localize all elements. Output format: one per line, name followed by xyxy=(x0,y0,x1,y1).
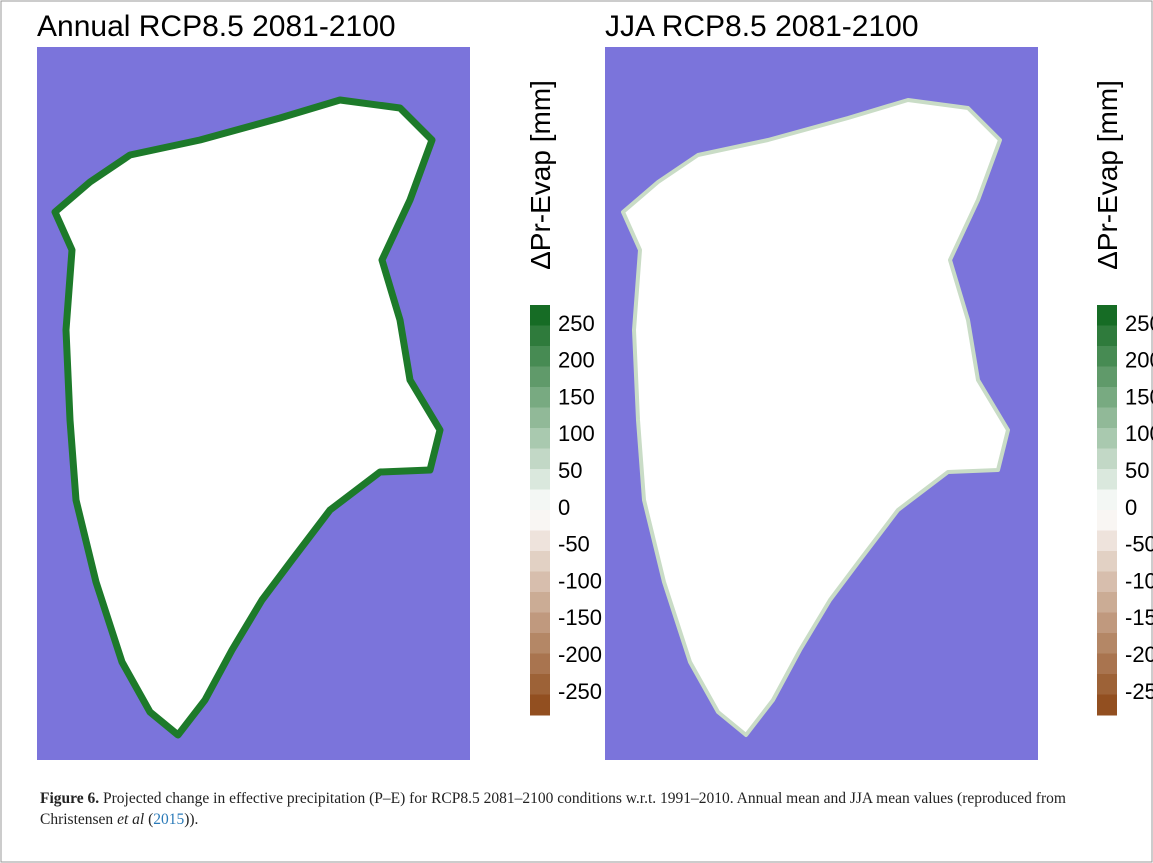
colorbar-tick-label: -250 xyxy=(558,679,602,704)
colorbar-segment xyxy=(530,674,550,695)
colorbar-segment xyxy=(1097,407,1117,429)
colorbar-tick-label: 150 xyxy=(558,384,595,409)
colorbar-tick-label: -100 xyxy=(558,568,602,593)
colorbar-segment xyxy=(1097,592,1117,613)
colorbar-tick-label: 50 xyxy=(558,458,582,483)
caption: Figure 6. Projected change in effective … xyxy=(40,788,1115,830)
colorbar-segment xyxy=(530,510,550,531)
colorbar-tick-label: 250 xyxy=(558,311,595,336)
colorbar-segment xyxy=(530,530,550,552)
colorbar-tick-label: -150 xyxy=(1125,605,1153,630)
colorbar-segment xyxy=(530,592,550,613)
colorbar-segment xyxy=(530,694,550,716)
colorbar-segment xyxy=(530,325,550,347)
colorbar-segment xyxy=(530,387,550,408)
colorbar-segment xyxy=(1097,469,1117,490)
colorbar-segment xyxy=(1097,428,1117,449)
colorbar-tick-label: -50 xyxy=(1125,532,1153,557)
colorbar-segment xyxy=(1097,612,1117,634)
colorbar-tick-label: -200 xyxy=(1125,642,1153,667)
colorbar-segment xyxy=(530,489,550,511)
colorbar-segment xyxy=(530,448,550,470)
colorbar-segment xyxy=(1097,551,1117,572)
map-land xyxy=(51,96,444,739)
colorbar-segment xyxy=(530,428,550,449)
colorbar-tick-label: -150 xyxy=(558,605,602,630)
colorbar-segment xyxy=(1097,305,1117,326)
map-land xyxy=(621,98,1010,737)
colorbar-segment xyxy=(1097,571,1117,593)
colorbar-segment xyxy=(1097,510,1117,531)
colorbar-tick-label: -100 xyxy=(1125,568,1153,593)
colorbar-segment xyxy=(1097,325,1117,347)
caption-etal: et al xyxy=(117,811,145,828)
colorbar-segment xyxy=(530,633,550,654)
colorbar-segment xyxy=(530,612,550,634)
caption-open: ( xyxy=(148,811,154,828)
colorbar-tick-label: 200 xyxy=(558,348,595,373)
colorbar-label: ΔPr-Evap [mm] xyxy=(525,80,556,270)
colorbar-segment xyxy=(1097,448,1117,470)
caption-label: Figure 6. xyxy=(40,790,100,807)
colorbar-segment xyxy=(1097,674,1117,695)
colorbar-segment xyxy=(1097,489,1117,511)
colorbar-segment xyxy=(530,305,550,326)
colorbar-tick-label: 100 xyxy=(1125,421,1153,446)
colorbar-tick-label: 150 xyxy=(1125,384,1153,409)
caption-close: )). xyxy=(184,811,199,828)
colorbar-segment xyxy=(1097,366,1117,388)
colorbar-segment xyxy=(530,346,550,367)
colorbar-tick-label: 0 xyxy=(1125,495,1137,520)
colorbar-segment xyxy=(1097,633,1117,654)
colorbar-segment xyxy=(530,551,550,572)
colorbar-tick-label: 200 xyxy=(1125,348,1153,373)
colorbar-segment xyxy=(530,469,550,490)
colorbar-segment xyxy=(1097,387,1117,408)
colorbar-segment xyxy=(530,366,550,388)
panel-title: JJA RCP8.5 2081-2100 xyxy=(605,10,919,43)
colorbar-tick-label: 50 xyxy=(1125,458,1149,483)
caption-text: Projected change in effective precipitat… xyxy=(40,790,1066,828)
caption-year-link[interactable]: 2015 xyxy=(153,811,185,828)
colorbar-tick-label: -200 xyxy=(558,642,602,667)
colorbar-segment xyxy=(1097,694,1117,716)
panel-title: Annual RCP8.5 2081-2100 xyxy=(37,10,396,43)
colorbar-segment xyxy=(1097,653,1117,675)
colorbar-segment xyxy=(1097,346,1117,367)
colorbar-segment xyxy=(530,571,550,593)
colorbar-tick-label: 250 xyxy=(1125,311,1153,336)
colorbar-tick-label: 0 xyxy=(558,495,570,520)
colorbar-tick-label: -50 xyxy=(558,532,590,557)
colorbar-segment xyxy=(530,407,550,429)
colorbar-tick-label: -250 xyxy=(1125,679,1153,704)
colorbar-segment xyxy=(530,653,550,675)
colorbar-segment xyxy=(1097,530,1117,552)
colorbar-tick-label: 100 xyxy=(558,421,595,446)
colorbar-label: ΔPr-Evap [mm] xyxy=(1092,80,1123,270)
